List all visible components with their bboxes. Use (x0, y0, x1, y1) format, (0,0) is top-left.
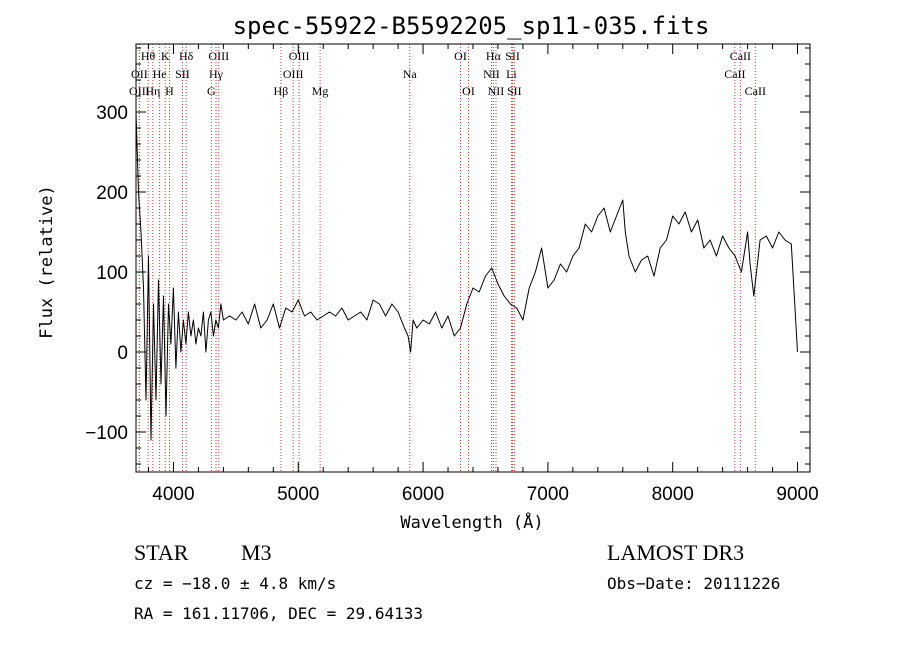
chart-title: spec-55922-B5592205_sp11-035.fits (233, 12, 710, 40)
spectral-line-label: H (165, 84, 174, 98)
y-tick-label: 300 (96, 103, 128, 124)
observation-date: Obs−Date: 20111226 (607, 574, 780, 593)
object-subclass: M3 (241, 540, 272, 565)
spectral-line-label: OIII (283, 67, 304, 81)
spectrum-series-line (135, 111, 798, 441)
spectral-line-label: Hα (486, 49, 502, 63)
y-tick-label: −100 (85, 423, 128, 444)
spectral-line-label: SII (175, 67, 190, 81)
spectral-line-label: CaII (745, 84, 766, 98)
object-class: STAR (134, 540, 189, 565)
spectral-line-label: Li (506, 67, 517, 81)
x-tick-label: 6000 (402, 484, 444, 505)
spectral-line-label: OIII (129, 84, 150, 98)
spectral-line-label: G (207, 84, 216, 98)
spectral-line-label: OIII (289, 49, 310, 63)
spectral-line-label: NII (483, 67, 500, 81)
plot-frame (135, 43, 811, 473)
spectral-line-label: OIII (208, 49, 229, 63)
survey-name: LAMOST DR3 (607, 540, 744, 565)
spectral-line-label: CaII (730, 49, 751, 63)
x-axis-label: Wavelength (Å) (400, 511, 543, 533)
spectral-line-label: Hη (145, 84, 160, 98)
spectral-line-label: Hδ (179, 49, 194, 63)
y-tick-label: 200 (96, 183, 128, 204)
spectral-line-label: Hθ (141, 49, 156, 63)
spectral-line-label: NII (488, 84, 505, 98)
spectral-line-label: K (161, 49, 170, 63)
x-tick-label: 4000 (152, 484, 194, 505)
coordinates: RA = 161.11706, DEC = 29.64133 (134, 604, 423, 623)
spectral-line-label: CaII (724, 67, 745, 81)
spectral-line-label: OI (462, 84, 475, 98)
spectral-line-label: SII (507, 84, 522, 98)
spectral-line-label: Hγ (209, 67, 224, 81)
redshift-cz: cz = −18.0 ± 4.8 km/s (134, 574, 336, 593)
spectral-line-label: Na (403, 67, 418, 81)
x-tick-label: 8000 (652, 484, 694, 505)
spectral-line-label: OI (454, 49, 467, 63)
spectral-line-label: Mg (312, 84, 329, 98)
x-tick-label: 9000 (776, 484, 818, 505)
y-tick-label: 100 (96, 263, 128, 284)
spectral-line-label: Hβ (274, 84, 289, 98)
spectral-line-label: SII (505, 49, 520, 63)
x-tick-label: 5000 (277, 484, 319, 505)
y-tick-label: 0 (117, 343, 128, 364)
x-tick-label: 7000 (527, 484, 569, 505)
y-axis-label: Flux (relative) (37, 185, 57, 339)
spectral-line-label: He (153, 67, 167, 81)
